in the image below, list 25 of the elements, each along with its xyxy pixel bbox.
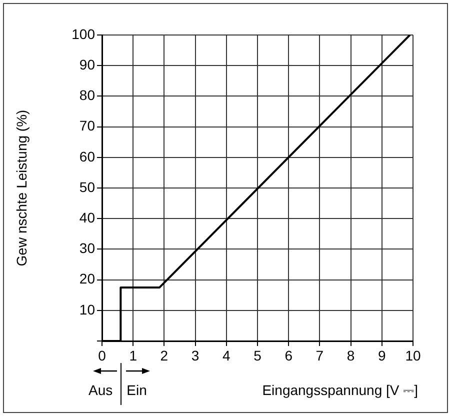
x-tick-label: 7 [316,347,324,364]
text: Ein [126,382,147,398]
y-tick-label: 10 [79,301,96,318]
x-tick-label: 2 [160,347,168,364]
y-axis-title: Gew nschte Leistung (%) [13,110,30,266]
y-tick-label: 90 [79,56,96,72]
x-tick-label: 4 [222,347,230,364]
x-axis-title: Eingangsspannung [V ⎓] [262,382,418,398]
x-tick-label: 10 [405,347,421,364]
x-tick-label: 8 [346,347,355,364]
x-tick-label: 0 [98,347,106,364]
text: Aus [88,382,113,398]
x-tick-label: 5 [254,347,262,364]
x-tick-label: 6 [284,347,293,364]
y-tick-label: 30 [79,240,96,256]
y-tick-label: 50 [79,178,96,195]
y-tick-label: 70 [79,118,96,134]
x-tick-label: 3 [191,347,200,364]
y-tick-label: 100 [72,26,96,42]
y-tick-label: 80 [79,87,96,104]
x-tick-label: 9 [378,347,386,364]
y-tick-label: 60 [79,148,96,164]
y-tick-label: 40 [79,209,96,226]
x-tick-label: 1 [129,347,138,364]
y-tick-label: 20 [79,270,96,287]
